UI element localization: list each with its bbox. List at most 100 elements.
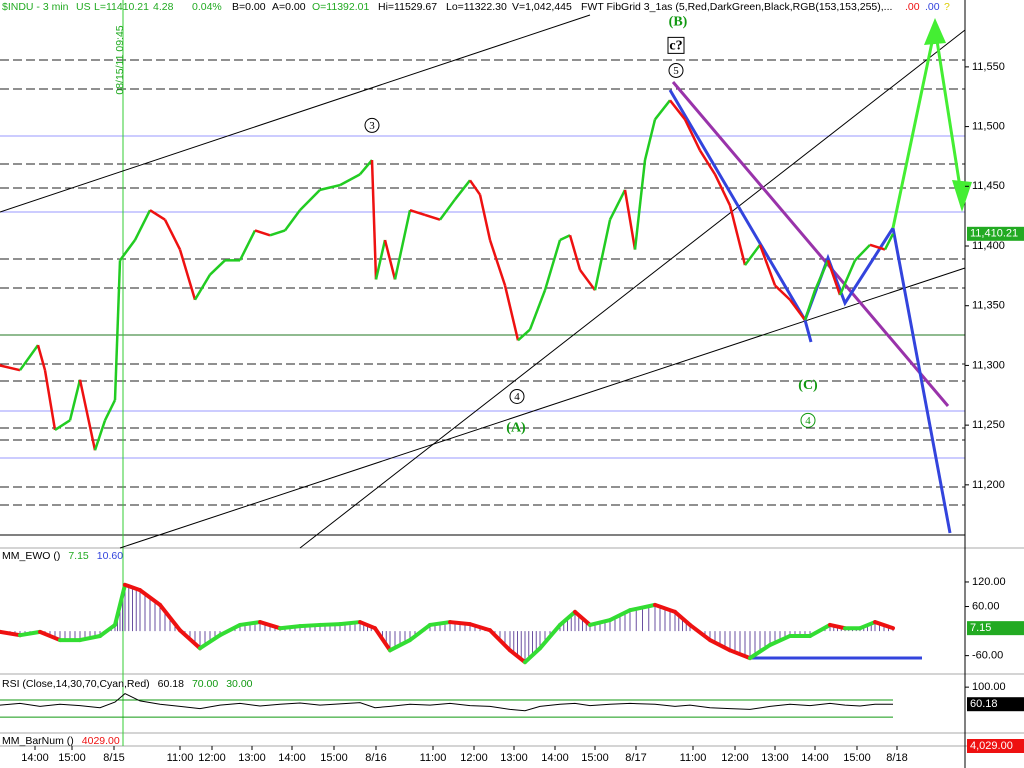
price-segment — [517, 328, 531, 342]
price-segment — [43, 369, 57, 431]
price-segment — [78, 379, 97, 451]
wave-label: (C) — [798, 378, 818, 393]
price-segment — [578, 269, 597, 291]
price-segment — [623, 189, 637, 250]
last-value-label: 7.15 — [970, 622, 991, 634]
price-segment — [238, 229, 257, 261]
ewo-segment — [653, 602, 677, 614]
y-tick-label: 100.00 — [972, 681, 1006, 693]
x-tick-label: 8/18 — [886, 752, 907, 764]
ewo-segment — [558, 609, 577, 627]
price-segment — [54, 419, 71, 431]
x-tick-label: 11:00 — [420, 752, 447, 764]
ewo-segment — [573, 609, 592, 627]
price-segment — [299, 188, 321, 212]
x-tick-label: 13:00 — [238, 752, 266, 764]
price-segment — [813, 259, 830, 291]
ewo-segment — [748, 642, 772, 661]
header-item: $INDU - 3 min — [2, 1, 69, 13]
price-segment — [339, 173, 361, 187]
price-segment — [698, 149, 717, 176]
last-value-box — [967, 739, 1024, 753]
price-segment — [163, 219, 182, 251]
ewo-segment — [123, 582, 142, 593]
x-tick-label: 15:00 — [843, 752, 871, 764]
price-segment — [559, 234, 571, 242]
header-item: L=11410.21 — [94, 1, 149, 13]
ewo-segment — [808, 622, 832, 638]
pane-title: RSI (Close,14,30,70,Cyan,Red) — [2, 678, 150, 690]
pane-legend-value: 60.18 — [158, 678, 184, 690]
price-segment — [68, 379, 82, 421]
ewo-segment — [728, 648, 752, 661]
y-tick-label: 11,350 — [972, 300, 1005, 312]
y-tick-label: 60.00 — [972, 600, 1000, 612]
x-tick-label: 12:00 — [198, 752, 226, 764]
pane-legend-value: 30.00 — [226, 678, 252, 690]
ewo-segment — [358, 620, 377, 631]
ewo-segment — [688, 622, 712, 643]
ewo-segment — [238, 620, 262, 627]
price-segment — [633, 159, 647, 250]
x-tick-label: 13:00 — [761, 752, 789, 764]
x-tick-label: 8/15 — [103, 752, 124, 764]
price-segment — [370, 159, 378, 280]
ewo-segment — [373, 626, 392, 653]
header-item: B=0.00 — [232, 1, 266, 13]
price-segment — [543, 239, 562, 291]
x-tick-label: 13:00 — [500, 752, 528, 764]
x-tick-label: 15:00 — [320, 752, 348, 764]
price-segment — [593, 219, 612, 291]
ewo-segment — [873, 620, 895, 631]
header-item: A=0.00 — [272, 1, 306, 13]
price-segment — [488, 239, 507, 286]
trendlines — [0, 14, 972, 660]
wave-label: 5 — [673, 65, 679, 77]
header-item: US — [76, 1, 91, 13]
ewo-segment — [523, 646, 542, 665]
wave-circle — [800, 412, 816, 428]
ewo-segment — [98, 622, 117, 638]
ewo-segment — [0, 629, 22, 638]
last-value-label: 60.18 — [970, 698, 998, 710]
price-segment — [254, 229, 271, 237]
price-segment — [438, 198, 457, 221]
wave-label: (A) — [506, 421, 526, 436]
price-segment — [743, 244, 762, 266]
ewo-segment — [298, 622, 322, 629]
last-value-label: 4,029.00 — [970, 740, 1013, 752]
ewo-segment — [178, 628, 202, 651]
y-tick-label: 11,250 — [972, 419, 1005, 431]
price-segment — [788, 299, 807, 321]
header: $INDU - 3 min US L=11410.21 4.28 0.04% B… — [2, 1, 950, 13]
price-segment — [93, 419, 107, 451]
price-segment — [133, 209, 152, 241]
header-item: O=11392.01 — [312, 1, 369, 13]
price-segment — [869, 243, 886, 251]
ewo-segment — [218, 622, 242, 638]
last-value-label: 11,410.21 — [970, 228, 1018, 240]
ewo-segment — [488, 628, 512, 653]
wave-label: c? — [669, 39, 682, 54]
x-tick-label: 8/17 — [625, 752, 646, 764]
x-tick-label: 14:00 — [21, 752, 49, 764]
ewo-segment — [538, 622, 562, 651]
wave-circle — [364, 117, 380, 133]
ewo-segment — [318, 622, 342, 627]
pane-title: MM_EWO () — [2, 550, 60, 562]
price-segment — [149, 209, 166, 221]
ewo-segment — [198, 633, 222, 651]
pane-legend-value: 7.15 — [68, 550, 89, 562]
pane-legend-value: 4029.00 — [82, 735, 120, 747]
price-segment — [0, 364, 21, 372]
last-value-box — [967, 226, 1024, 241]
ewo-segment — [408, 622, 432, 643]
x-tick-label: 12:00 — [721, 752, 749, 764]
header-item: FWT FibGrid 3_1as (5,Red,DarkGreen,Black… — [581, 1, 892, 13]
ewo-segment — [628, 602, 657, 613]
ewo-segment — [278, 624, 302, 631]
price-segment — [18, 344, 40, 371]
session-label: 08/15/11 09:45 — [114, 25, 126, 94]
price-segment — [468, 179, 482, 196]
price-segment — [654, 99, 671, 121]
